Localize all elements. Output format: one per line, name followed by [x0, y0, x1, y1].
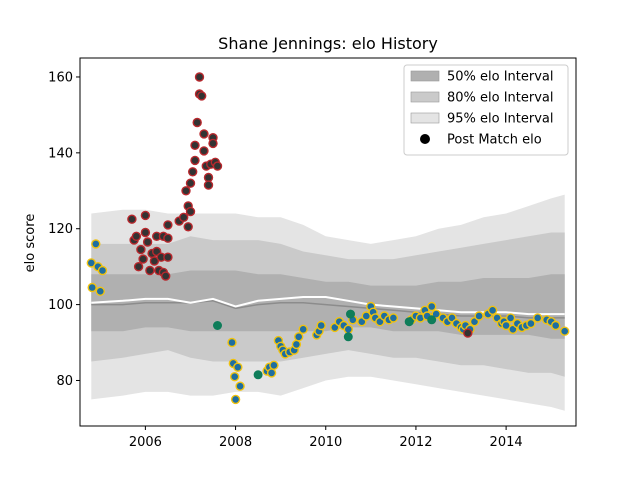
data-point-0-41 [388, 313, 399, 323]
y-tick-label-160: 160 [48, 70, 73, 85]
legend-box [403, 64, 569, 156]
legend-item-3-label: Post Match elo [447, 133, 542, 148]
chart-title: Shane Jennings: elo History [218, 34, 438, 53]
axes-frame [79, 57, 577, 427]
x-tick-label-2010: 2010 [309, 435, 342, 450]
data-point-1-19 [163, 252, 173, 262]
data-point-2-2 [343, 332, 353, 342]
data-point-1-43 [208, 138, 218, 149]
data-point-0-5 [97, 265, 108, 276]
data-point-1-0 [127, 214, 137, 224]
data-point-1-30 [190, 155, 200, 166]
data-point-1-27 [185, 206, 196, 217]
data-point-0-34 [361, 311, 371, 321]
axes: 2006 2008 2010 2012 2014 80 100 120 140 160 [48, 57, 577, 450]
data-point-1-9 [145, 265, 155, 276]
data-point-1-5 [138, 254, 148, 264]
data-point-0-4 [95, 286, 106, 296]
data-point-0-1 [87, 282, 97, 293]
data-point-2-5 [427, 315, 437, 325]
y-axis-label: elo score [23, 214, 38, 273]
data-point-0-31 [343, 324, 353, 334]
data-point-0-58 [474, 311, 484, 321]
data-point-0-15 [269, 360, 279, 370]
data-point-1-39 [203, 172, 214, 183]
legend-item-2-label: 95% elo Interval [447, 112, 554, 127]
plot-area [86, 72, 570, 411]
data-point-1-46 [463, 328, 473, 338]
data-point-0-65 [505, 313, 516, 323]
data-point-0-10 [233, 362, 243, 372]
data-point-0-14 [266, 368, 277, 378]
data-point-0-6 [227, 337, 237, 348]
data-point-0-27 [316, 320, 326, 331]
data-point-1-34 [194, 72, 205, 82]
data-point-1-45 [212, 161, 223, 171]
data-point-0-22 [291, 339, 302, 350]
legend-item-3-marker [420, 134, 430, 144]
x-tick-label-2008: 2008 [219, 435, 252, 450]
y-tick-label-140: 140 [48, 146, 73, 161]
data-point-0-8 [229, 372, 240, 382]
data-point-0-23 [294, 332, 304, 342]
data-point-0-2 [91, 239, 101, 249]
data-point-1-23 [178, 212, 189, 223]
data-point-1-7 [140, 227, 151, 238]
data-point-1-36 [199, 129, 209, 139]
data-point-1-32 [192, 117, 202, 128]
data-point-1-3 [133, 262, 144, 272]
data-point-0-74 [551, 320, 561, 331]
data-point-1-26 [183, 222, 193, 232]
data-point-1-6 [140, 210, 151, 221]
data-point-1-2 [131, 231, 142, 242]
data-point-0-71 [533, 313, 543, 323]
legend-item-1-swatch [410, 91, 440, 103]
y-tick-label-80: 80 [56, 374, 73, 389]
data-point-1-37 [199, 146, 209, 156]
data-point-0-9 [230, 394, 241, 405]
data-point-1-11 [149, 256, 160, 266]
y-tick-label-120: 120 [48, 222, 73, 237]
legend: 50% elo Interval 80% elo Interval 95% elo … [403, 64, 569, 156]
data-point-2-4 [404, 317, 414, 327]
data-point-2-3 [346, 309, 355, 319]
data-point-0-70 [526, 318, 536, 329]
data-point-2-1 [253, 370, 263, 380]
legend-item-2-swatch [410, 112, 440, 124]
data-point-0-47 [427, 301, 437, 312]
y-tick-label-100: 100 [48, 298, 73, 313]
data-point-1-28 [185, 178, 196, 188]
x-tick-label-2012: 2012 [399, 435, 432, 450]
data-point-1-4 [136, 244, 146, 255]
data-point-1-29 [187, 167, 198, 177]
data-point-0-11 [235, 381, 245, 391]
data-point-1-8 [142, 237, 153, 247]
data-point-1-35 [196, 91, 207, 101]
data-point-0-24 [298, 324, 308, 334]
data-point-1-24 [181, 186, 191, 196]
data-point-1-18 [160, 271, 171, 281]
data-point-1-31 [190, 140, 200, 151]
data-point-0-75 [560, 326, 570, 336]
data-point-1-40 [203, 180, 214, 190]
x-tick-label-2006: 2006 [129, 435, 162, 450]
data-point-1-21 [163, 220, 173, 230]
data-point-1-20 [163, 233, 173, 243]
data-point-0-60 [487, 305, 498, 315]
legend-item-1-label: 80% elo Interval [447, 91, 554, 106]
data-point-0-64 [501, 320, 511, 331]
x-tick-label-2014: 2014 [490, 435, 523, 450]
legend-item-0-swatch [410, 70, 440, 82]
legend-item-0-label: 50% elo Interval [447, 70, 554, 85]
data-point-2-0 [213, 321, 222, 330]
